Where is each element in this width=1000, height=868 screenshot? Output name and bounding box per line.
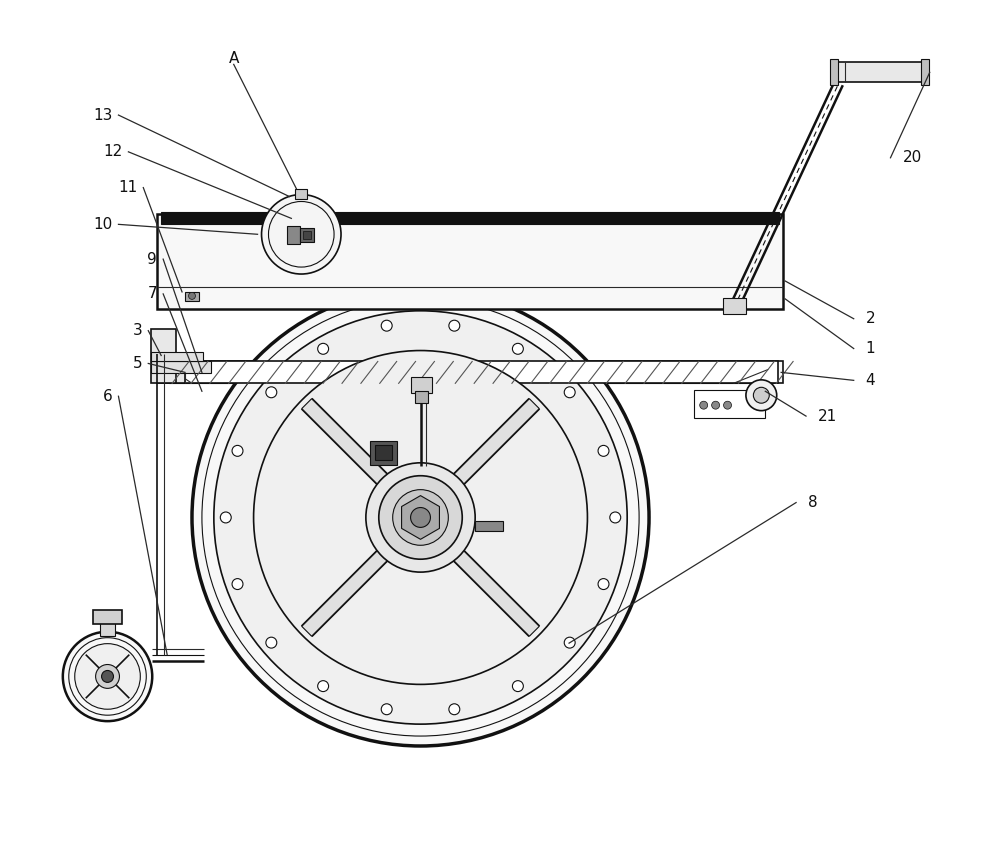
Bar bbox=[415, 391, 428, 404]
Bar bbox=[921, 59, 929, 85]
Circle shape bbox=[700, 401, 708, 409]
Text: 1: 1 bbox=[866, 341, 875, 356]
Text: 11: 11 bbox=[118, 180, 137, 195]
Circle shape bbox=[381, 704, 392, 714]
Bar bbox=[161, 228, 779, 305]
Circle shape bbox=[610, 512, 621, 523]
Circle shape bbox=[214, 311, 627, 724]
Circle shape bbox=[262, 194, 341, 274]
Circle shape bbox=[564, 387, 575, 398]
Text: 5: 5 bbox=[133, 356, 142, 371]
Circle shape bbox=[318, 344, 329, 354]
Circle shape bbox=[102, 670, 113, 682]
Text: 8: 8 bbox=[808, 495, 818, 510]
Circle shape bbox=[318, 681, 329, 692]
Circle shape bbox=[96, 665, 119, 688]
Circle shape bbox=[232, 579, 243, 589]
Circle shape bbox=[366, 463, 475, 572]
Bar bbox=[475, 522, 503, 531]
Circle shape bbox=[75, 644, 140, 709]
Circle shape bbox=[381, 320, 392, 331]
Circle shape bbox=[564, 637, 575, 648]
Bar bbox=[151, 329, 176, 384]
Circle shape bbox=[266, 637, 277, 648]
Bar bbox=[837, 62, 922, 82]
Circle shape bbox=[753, 387, 769, 404]
Circle shape bbox=[232, 445, 243, 457]
Circle shape bbox=[512, 681, 523, 692]
Text: 12: 12 bbox=[103, 144, 122, 160]
Circle shape bbox=[598, 579, 609, 589]
Bar bbox=[185, 292, 199, 301]
Text: 3: 3 bbox=[133, 323, 142, 339]
Bar bbox=[830, 59, 838, 85]
Text: A: A bbox=[229, 51, 239, 66]
Bar bbox=[375, 445, 392, 460]
Text: 6: 6 bbox=[103, 389, 112, 404]
Text: 9: 9 bbox=[147, 252, 157, 266]
Bar bbox=[723, 298, 746, 313]
Bar bbox=[157, 214, 783, 309]
Bar bbox=[162, 361, 778, 384]
Text: 10: 10 bbox=[93, 217, 112, 232]
Circle shape bbox=[712, 401, 720, 409]
Bar bbox=[157, 361, 783, 384]
Circle shape bbox=[746, 380, 777, 411]
Polygon shape bbox=[452, 549, 539, 636]
Circle shape bbox=[449, 320, 460, 331]
Bar bbox=[100, 615, 115, 635]
Bar bbox=[694, 391, 765, 418]
Circle shape bbox=[512, 344, 523, 354]
Text: 13: 13 bbox=[93, 108, 112, 122]
Bar bbox=[165, 361, 185, 384]
Text: 20: 20 bbox=[902, 150, 922, 165]
Bar bbox=[151, 361, 211, 373]
Text: 4: 4 bbox=[866, 373, 875, 388]
Bar bbox=[287, 227, 300, 244]
Bar bbox=[370, 441, 397, 464]
Circle shape bbox=[63, 632, 152, 721]
Polygon shape bbox=[402, 496, 439, 539]
Polygon shape bbox=[452, 398, 539, 486]
Polygon shape bbox=[302, 398, 389, 486]
Bar bbox=[169, 372, 771, 384]
Bar bbox=[93, 610, 122, 624]
Bar bbox=[295, 188, 307, 199]
Text: 7: 7 bbox=[148, 286, 157, 301]
Circle shape bbox=[379, 476, 462, 559]
Bar bbox=[300, 228, 314, 242]
Bar bbox=[161, 213, 779, 224]
Circle shape bbox=[724, 401, 732, 409]
Text: 2: 2 bbox=[866, 312, 875, 326]
Circle shape bbox=[393, 490, 448, 545]
Circle shape bbox=[449, 704, 460, 714]
Circle shape bbox=[254, 351, 587, 684]
Text: 21: 21 bbox=[818, 409, 837, 424]
Circle shape bbox=[189, 293, 195, 299]
Circle shape bbox=[220, 512, 231, 523]
Circle shape bbox=[192, 289, 649, 746]
Circle shape bbox=[598, 445, 609, 457]
Polygon shape bbox=[302, 549, 389, 636]
Circle shape bbox=[411, 508, 430, 528]
Bar bbox=[411, 378, 432, 393]
Bar bbox=[303, 231, 311, 240]
Bar bbox=[151, 352, 203, 361]
Circle shape bbox=[266, 387, 277, 398]
